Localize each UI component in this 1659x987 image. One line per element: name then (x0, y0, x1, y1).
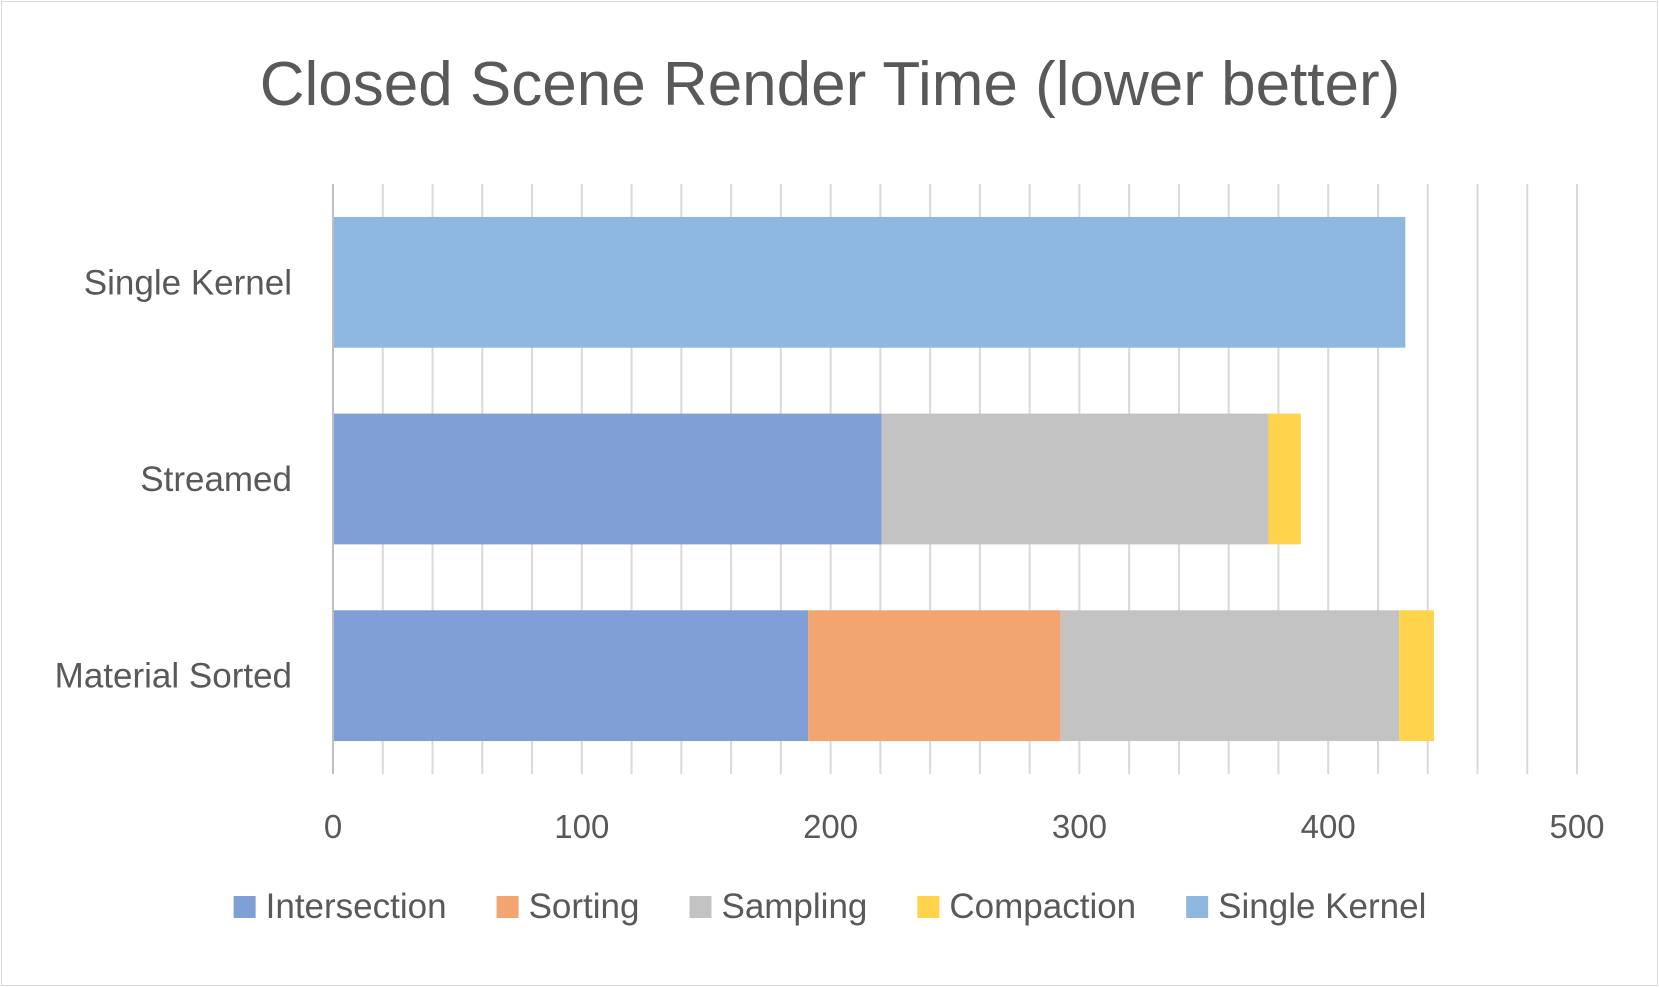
x-tick-labels: 0 100 200 300 400 500 (324, 808, 1605, 845)
x-tick-label: 300 (1052, 808, 1107, 845)
legend-item: Sorting (496, 887, 640, 926)
legend-label: Compaction (949, 887, 1136, 926)
legend-label: Single Kernel (1218, 887, 1426, 926)
x-tick-label: 500 (1549, 808, 1604, 845)
bars (333, 216, 1434, 742)
bar-single-kernel-single-kernel (333, 216, 1406, 348)
legend-swatch (496, 896, 519, 918)
x-tick-label: 400 (1301, 808, 1356, 845)
x-tick-label: 100 (554, 808, 609, 845)
legend-swatch (917, 896, 940, 918)
legend-swatch (689, 896, 712, 918)
legend-item: Intersection (233, 887, 447, 926)
bar-sampling-material-sorted (1060, 610, 1400, 742)
bar-compaction-material-sorted (1399, 610, 1434, 742)
legend-label: Sorting (529, 887, 640, 926)
legend-label: Sampling (721, 887, 867, 926)
legend: Intersection Sorting Sampling Compaction Sin… (233, 887, 1426, 926)
category-label: Single Kernel (84, 263, 292, 302)
bar-compaction-streamed (1268, 413, 1301, 545)
category-label: Material Sorted (55, 657, 292, 696)
bar-sorting-material-sorted (808, 610, 1061, 742)
category-label: Streamed (140, 460, 292, 499)
chart-title: Closed Scene Render Time (lower better) (260, 50, 1401, 119)
x-tick-label: 200 (803, 808, 858, 845)
legend-swatch (233, 896, 256, 918)
category-labels: Single Kernel Streamed Material Sorted (55, 263, 292, 695)
x-tick-label: 0 (324, 808, 342, 845)
legend-item: Single Kernel (1186, 887, 1426, 926)
bar-intersection-material-sorted (333, 610, 809, 742)
legend-item: Sampling (689, 887, 867, 926)
legend-item: Compaction (917, 887, 1136, 926)
bar-intersection-streamed (333, 413, 882, 545)
legend-swatch (1186, 896, 1209, 918)
bar-sampling-streamed (881, 413, 1269, 545)
legend-label: Intersection (266, 887, 447, 926)
